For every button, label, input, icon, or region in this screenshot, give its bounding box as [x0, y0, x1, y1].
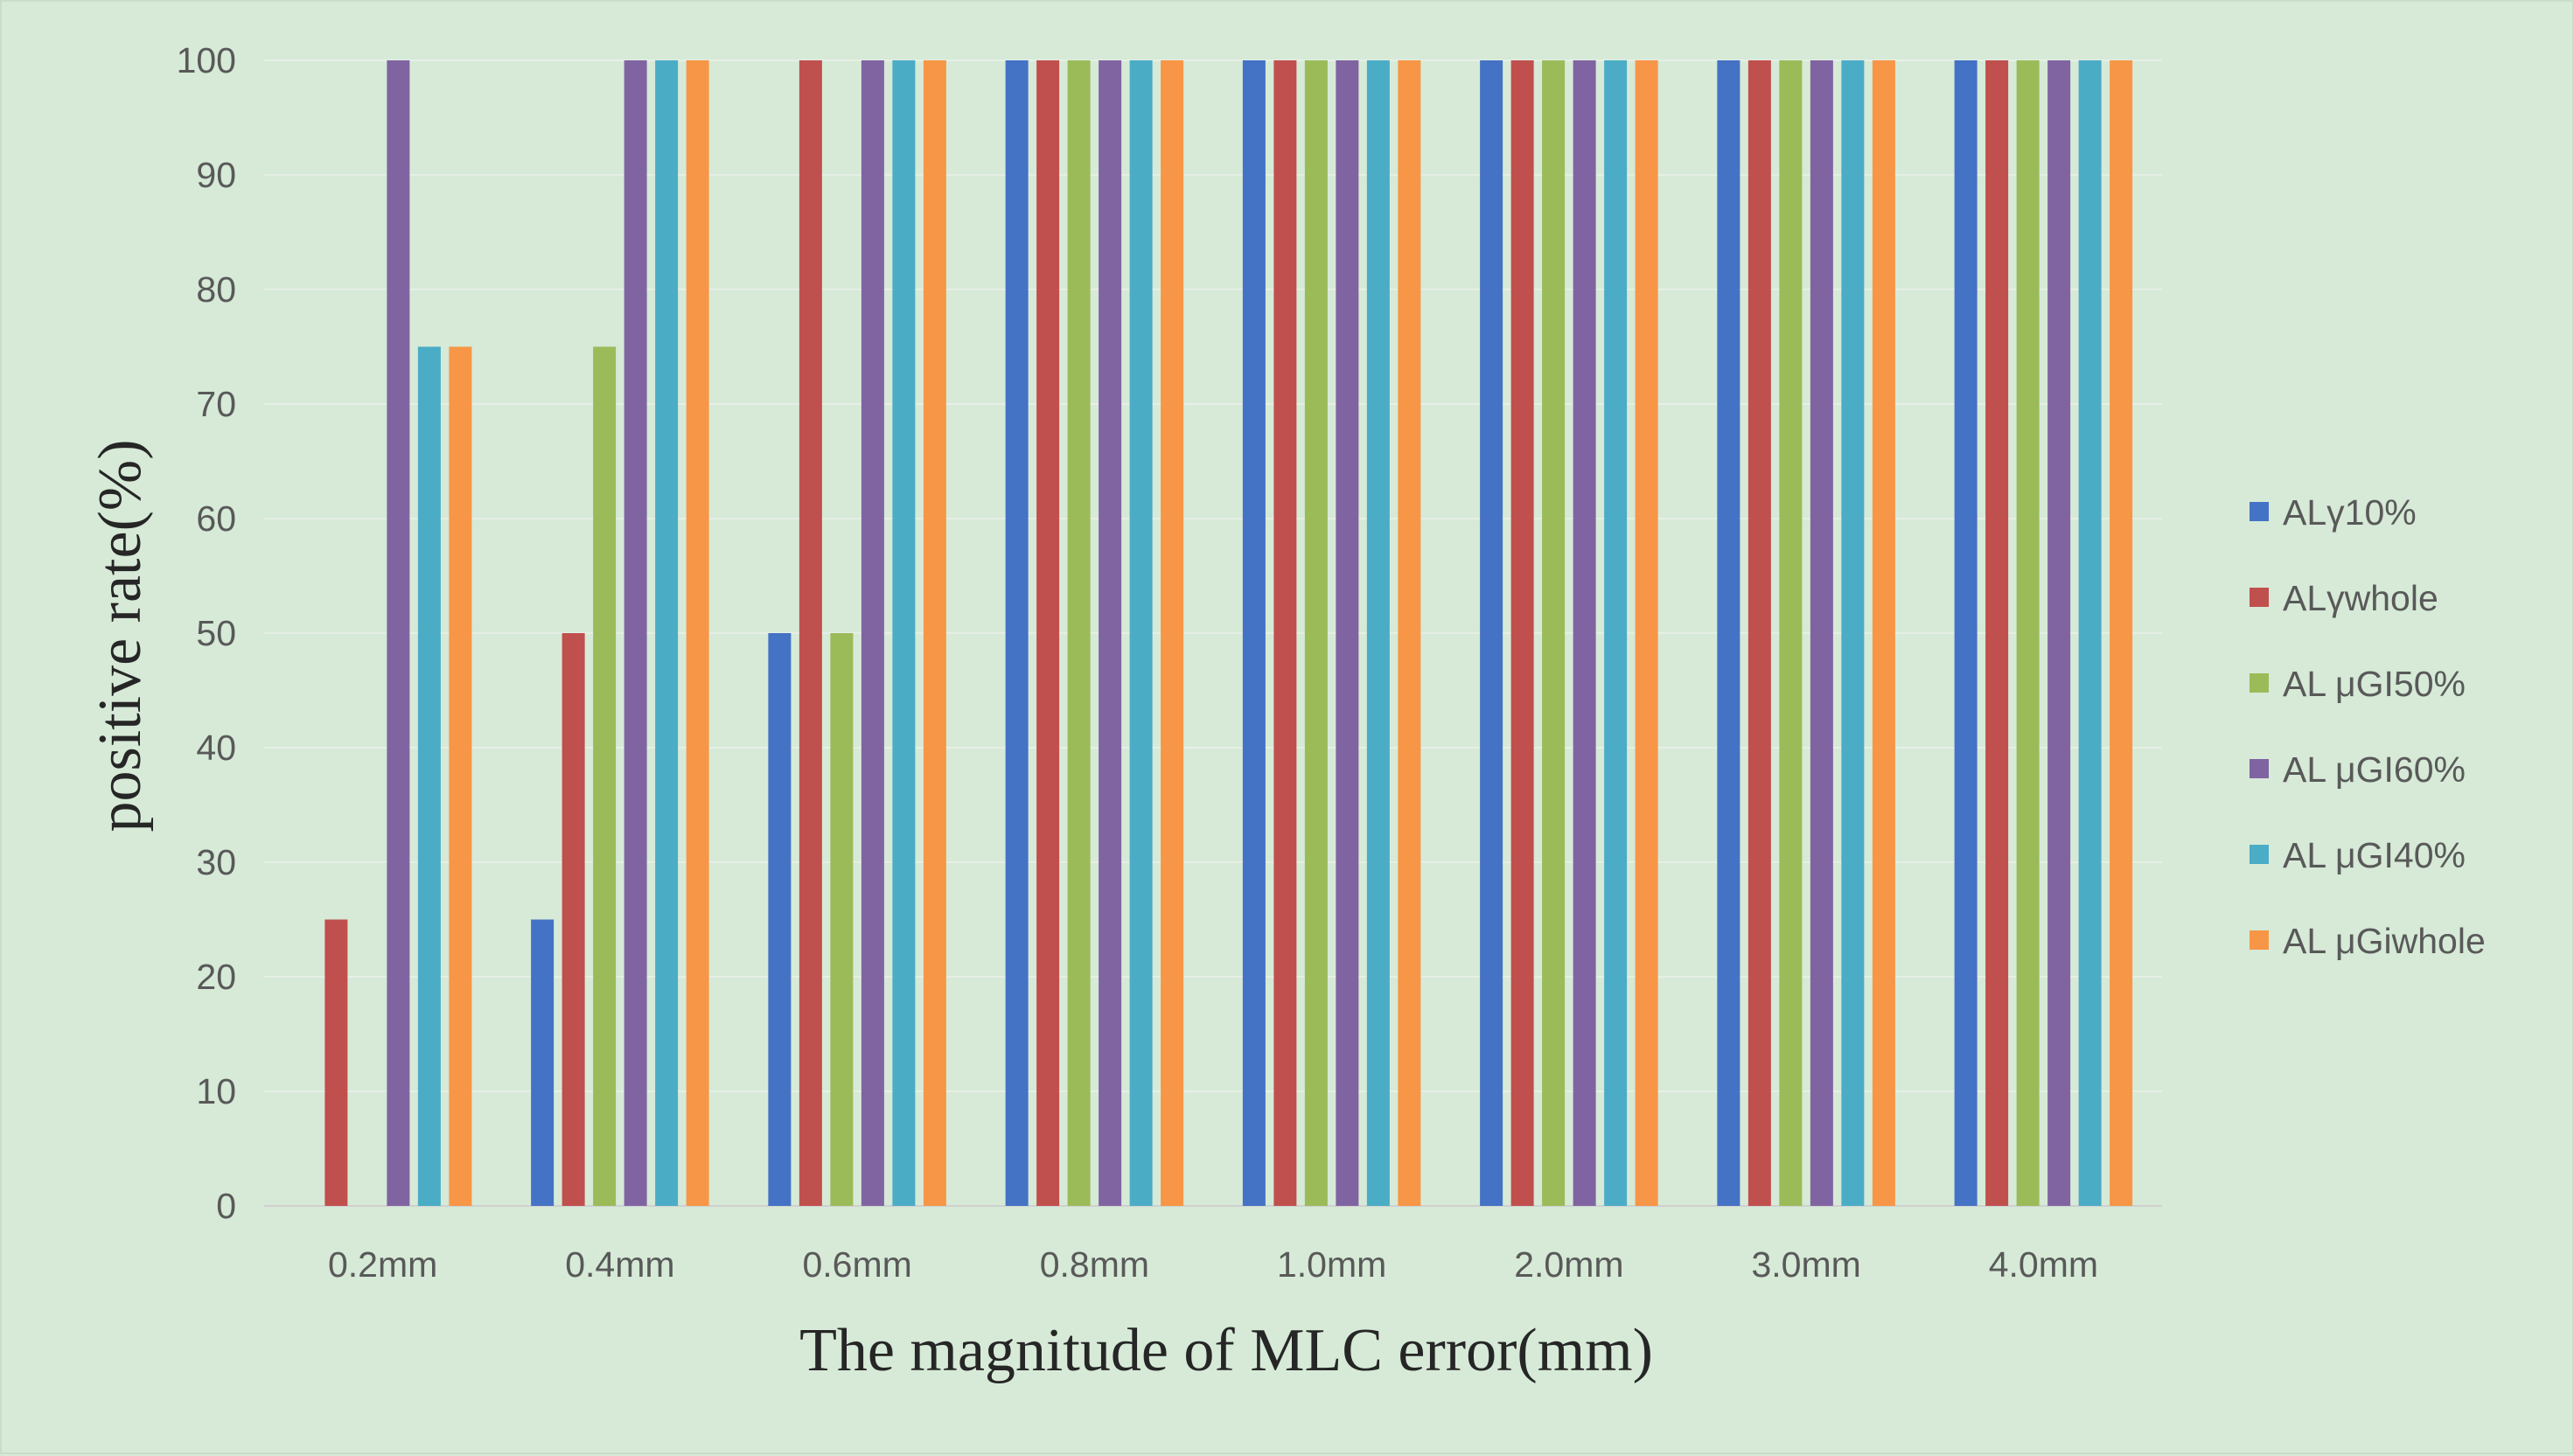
legend-swatch: [2250, 759, 2269, 778]
bar: [624, 60, 647, 1206]
legend-label: ALγ10%: [2283, 492, 2417, 533]
bar: [1005, 60, 1029, 1206]
legend-label: AL μGiwhole: [2283, 921, 2486, 961]
bar: [2016, 60, 2040, 1206]
bars: [324, 60, 2133, 1206]
legend-item: ALγ10%: [2250, 492, 2417, 533]
bar: [1872, 60, 1895, 1206]
x-tick-labels: 0.2mm 0.4mm 0.6mm 0.8mm 1.0mm 2.0mm 3.0mm 4.0mm: [328, 1244, 2098, 1285]
bar: [324, 919, 348, 1206]
legend-label: ALγwhole: [2283, 578, 2438, 618]
bar: [449, 346, 472, 1206]
y-tick-label: 70: [196, 384, 236, 424]
bar: [1573, 60, 1596, 1206]
bar: [1985, 60, 2009, 1206]
x-tick-label: 0.6mm: [802, 1244, 911, 1285]
legend-swatch: [2250, 845, 2269, 864]
bar: [655, 60, 679, 1206]
bar: [562, 633, 585, 1206]
bar: [923, 60, 946, 1206]
bar: [1336, 60, 1359, 1206]
legend-label: AL μGI40%: [2283, 835, 2466, 875]
y-tick-label: 60: [196, 498, 236, 539]
bar: [1099, 60, 1122, 1206]
bar: [1841, 60, 1865, 1206]
bar: [799, 60, 822, 1206]
bar: [830, 633, 854, 1206]
bar: [1304, 60, 1328, 1206]
y-axis-title: positive rate(%): [87, 440, 154, 832]
y-tick-label: 100: [177, 40, 236, 80]
legend-swatch: [2250, 930, 2269, 950]
legend: ALγ10% ALγwhole AL μGI50% AL μGI60% AL μGI40…: [2250, 492, 2486, 961]
x-tick-label: 0.2mm: [328, 1244, 437, 1285]
y-tick-label: 0: [216, 1186, 236, 1226]
bar: [531, 919, 555, 1206]
y-tick-label: 80: [196, 269, 236, 310]
bar: [768, 633, 792, 1206]
bar: [1480, 60, 1503, 1206]
bar: [387, 60, 410, 1206]
y-tick-label: 40: [196, 728, 236, 768]
x-tick-label: 1.0mm: [1277, 1244, 1386, 1285]
legend-item: AL μGiwhole: [2250, 921, 2486, 961]
bar: [892, 60, 916, 1206]
bar: [1398, 60, 1421, 1206]
bar: [593, 346, 617, 1206]
bar: [1635, 60, 1658, 1206]
bar: [1036, 60, 1060, 1206]
bar: [1779, 60, 1803, 1206]
y-tick-label: 90: [196, 155, 236, 195]
legend-label: AL μGI60%: [2283, 749, 2466, 790]
y-tick-label: 30: [196, 842, 236, 882]
y-tick-label: 20: [196, 957, 236, 997]
bar: [1273, 60, 1297, 1206]
bar: [1810, 60, 1833, 1206]
legend-item: AL μGI50%: [2250, 664, 2466, 704]
legend-swatch: [2250, 673, 2269, 693]
x-tick-label: 2.0mm: [1514, 1244, 1623, 1285]
x-axis-title: The magnitude of MLC error(mm): [799, 1317, 1653, 1384]
bar: [2078, 60, 2102, 1206]
bar: [1161, 60, 1184, 1206]
legend-item: ALγwhole: [2250, 578, 2438, 618]
bar: [1366, 60, 1390, 1206]
bar: [2110, 60, 2133, 1206]
x-tick-label: 0.4mm: [565, 1244, 674, 1285]
legend-item: AL μGI40%: [2250, 835, 2466, 875]
bar: [1542, 60, 1566, 1206]
bar: [1510, 60, 1534, 1206]
x-tick-label: 0.8mm: [1040, 1244, 1149, 1285]
bar: [1604, 60, 1628, 1206]
bar: [2047, 60, 2071, 1206]
legend-item: AL μGI60%: [2250, 749, 2466, 790]
bar: [1129, 60, 1153, 1206]
legend-swatch: [2250, 588, 2269, 607]
bar: [1954, 60, 1978, 1206]
y-tick-labels: 0 10 20 30 40 50 60 70 80 90 100: [177, 40, 236, 1226]
bar: [1717, 60, 1740, 1206]
bar: [861, 60, 884, 1206]
bar: [1067, 60, 1091, 1206]
bar: [1747, 60, 1771, 1206]
bar: [686, 60, 709, 1206]
bar: [1242, 60, 1266, 1206]
legend-swatch: [2250, 502, 2269, 521]
y-tick-label: 50: [196, 613, 236, 653]
y-tick-label: 10: [196, 1071, 236, 1111]
legend-label: AL μGI50%: [2283, 664, 2466, 704]
x-tick-label: 4.0mm: [1989, 1244, 2098, 1285]
x-tick-label: 3.0mm: [1751, 1244, 1860, 1285]
bar: [417, 346, 441, 1206]
